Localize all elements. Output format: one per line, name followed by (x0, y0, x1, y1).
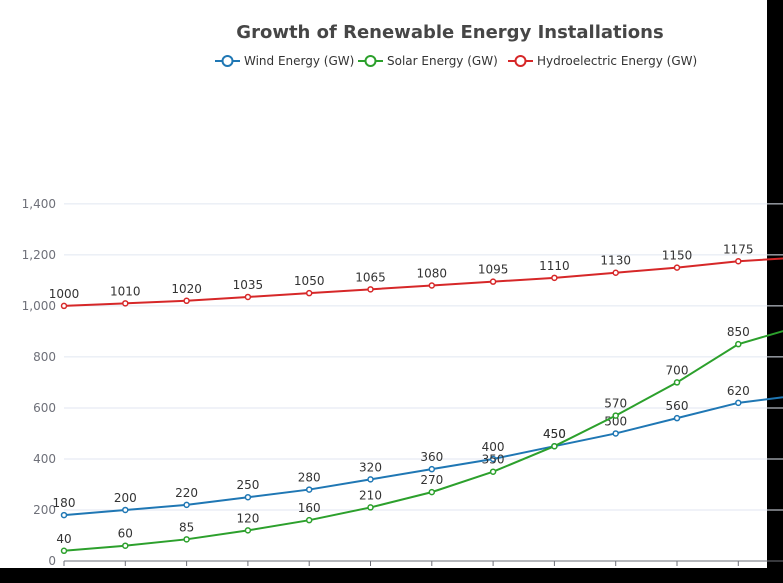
data-label-solar: 570 (604, 397, 627, 411)
data-label-solar: 160 (298, 501, 321, 515)
data-label-hydroelectric: 1175 (723, 242, 754, 256)
data-point-hydroelectric (551, 274, 558, 282)
y-tick-label: 600 (33, 401, 56, 415)
data-point-wind (183, 501, 190, 509)
legend-label-wind: Wind Energy (GW) (244, 54, 354, 68)
y-tick-label: 200 (33, 503, 56, 517)
y-tick-label: 0 (48, 554, 56, 568)
legend-marker-solar (364, 55, 377, 67)
data-point-solar (551, 442, 558, 450)
data-label-wind: 360 (420, 450, 443, 464)
legend-marker-wind (221, 55, 234, 67)
data-label-wind: 320 (359, 460, 382, 474)
data-point-wind (244, 493, 252, 501)
data-label-wind: 200 (114, 491, 137, 505)
data-point-solar (305, 516, 313, 524)
data-point-solar (673, 379, 681, 386)
data-label-hydroelectric: 1050 (294, 274, 325, 288)
data-label-solar: 120 (236, 511, 259, 525)
data-label-hydroelectric: 1080 (417, 266, 448, 280)
data-point-hydroelectric (305, 289, 313, 297)
data-point-wind (305, 486, 313, 493)
y-tick-label: 400 (33, 452, 56, 466)
data-label-hydroelectric: 1130 (600, 254, 631, 268)
data-point-hydroelectric (428, 282, 436, 289)
legend-marker-hydroelectric (514, 55, 527, 67)
data-point-hydroelectric (735, 258, 742, 265)
data-label-wind: 180 (53, 496, 76, 510)
data-point-wind (367, 476, 374, 483)
data-point-solar (60, 547, 68, 555)
data-point-hydroelectric (612, 269, 619, 276)
data-point-wind (489, 455, 497, 463)
data-point-solar (735, 340, 742, 348)
data-label-hydroelectric: 1010 (110, 284, 141, 298)
legend-label-solar: Solar Energy (GW) (387, 54, 498, 68)
data-label-solar: 210 (359, 488, 382, 502)
data-label-hydroelectric: 1095 (478, 263, 509, 277)
data-label-solar: 350 (482, 453, 505, 467)
data-point-wind (612, 430, 619, 437)
data-label-wind: 450 (543, 427, 566, 441)
data-label-wind: 220 (175, 486, 198, 500)
data-point-wind (673, 414, 681, 422)
y-tick-label: 800 (33, 350, 56, 364)
legend-label-hydroelectric: Hydroelectric Energy (GW) (537, 54, 697, 68)
data-label-solar: 40 (56, 532, 71, 546)
data-label-solar: 270 (420, 473, 443, 487)
data-label-solar: 450 (543, 427, 566, 441)
data-point-wind (122, 506, 129, 514)
data-point-hydroelectric (244, 293, 252, 301)
data-label-hydroelectric: 1110 (539, 259, 570, 273)
data-label-solar: 60 (118, 527, 133, 541)
chart-background (0, 0, 767, 568)
data-point-hydroelectric (183, 297, 190, 305)
data-label-solar: 85 (179, 520, 194, 534)
data-label-solar: 700 (666, 363, 689, 377)
data-label-hydroelectric: 1035 (233, 278, 264, 292)
data-label-wind: 620 (727, 384, 750, 398)
y-tick-label: 1,000 (22, 299, 56, 313)
data-point-hydroelectric (367, 286, 374, 293)
data-point-solar (489, 468, 497, 475)
data-point-wind (428, 465, 436, 473)
data-point-solar (183, 536, 190, 543)
data-point-hydroelectric (673, 264, 681, 271)
data-label-hydroelectric: 1150 (662, 249, 693, 263)
data-point-wind (60, 511, 68, 519)
data-point-solar (122, 542, 129, 549)
data-point-hydroelectric (60, 302, 68, 310)
data-point-wind (735, 399, 742, 407)
y-tick-label: 1,400 (22, 197, 56, 211)
y-tick-label: 1,200 (22, 248, 56, 262)
data-label-hydroelectric: 1000 (49, 287, 80, 301)
data-label-solar: 850 (727, 325, 750, 339)
data-point-solar (367, 504, 374, 511)
series-line-solar (63, 330, 783, 552)
data-label-wind: 400 (482, 440, 505, 454)
data-label-hydroelectric: 1020 (171, 282, 202, 296)
data-label-wind: 280 (298, 471, 321, 485)
data-point-solar (428, 488, 436, 496)
data-label-wind: 250 (236, 478, 259, 492)
data-point-hydroelectric (489, 278, 497, 285)
chart-title: Growth of Renewable Energy Installations (236, 22, 663, 43)
data-point-solar (612, 412, 619, 419)
data-label-hydroelectric: 1065 (355, 270, 386, 284)
data-point-hydroelectric (122, 300, 129, 307)
data-point-solar (244, 527, 252, 534)
data-label-wind: 560 (666, 399, 689, 413)
